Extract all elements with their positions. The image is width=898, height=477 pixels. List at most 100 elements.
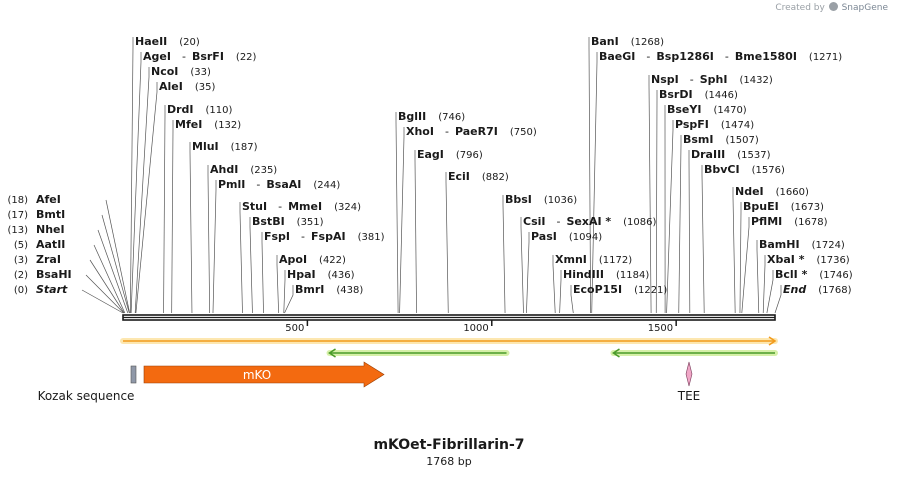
mko-arrow <box>143 361 385 388</box>
site-xmni: XmnI (1172) <box>555 253 632 266</box>
site-leader-haeii <box>130 37 134 314</box>
site-leader-bani <box>588 37 591 314</box>
site-leader-draiii <box>688 150 691 314</box>
site-position: (0) <box>14 285 28 296</box>
site-leader-bpuei <box>739 202 742 314</box>
site-name: PmlI <box>218 178 245 191</box>
site-leader-bstbi <box>249 217 253 314</box>
site-name: HindIII <box>563 268 604 281</box>
site-bamhi: BamHI (1724) <box>759 238 845 251</box>
site-position: (1268) <box>631 37 664 48</box>
site-zrai: (3) ZraI <box>14 253 61 266</box>
site-bmti: (17) BmtI <box>7 208 65 221</box>
site-leader-xmni <box>552 255 556 314</box>
site-mlui: MluI (187) <box>192 140 258 153</box>
site-name: NcoI <box>151 65 178 78</box>
site-position: (436) <box>328 270 355 281</box>
site-name: BsaHI <box>36 268 72 281</box>
site-leader-drdi <box>163 105 166 314</box>
orf-forward-arrowhead <box>768 336 777 346</box>
site-name: XbaI * <box>767 253 805 266</box>
site-position: (882) <box>482 172 509 183</box>
site-leader-bbvci <box>701 165 705 314</box>
site-leader-bcli <box>766 270 774 314</box>
site-name-separator: - <box>646 50 650 63</box>
site-position: (244) <box>313 180 340 191</box>
site-stui-mmei: StuI - MmeI (324) <box>242 200 361 213</box>
site-name-separator: - <box>690 73 694 86</box>
site-drdi: DrdI (110) <box>167 103 233 116</box>
site-alei: AleI (35) <box>159 80 215 93</box>
site-position: (1271) <box>809 52 842 63</box>
site-ecii: EciI (882) <box>448 170 509 183</box>
site-leader-lines <box>81 37 782 314</box>
site-leader-bsrdi <box>655 90 658 314</box>
site-name: AatII <box>36 238 65 251</box>
site-leader-hpai <box>283 270 286 314</box>
site-leader-hindiii <box>559 270 562 314</box>
site-end: End (1768) <box>783 283 852 296</box>
site-bsrdi: BsrDI (1446) <box>659 88 738 101</box>
site-name-separator: - <box>301 230 305 243</box>
site-leader-pasi <box>526 232 530 314</box>
site-ndei: NdeI (1660) <box>735 185 809 198</box>
site-position: (381) <box>358 232 385 243</box>
site-position: (132) <box>214 120 241 131</box>
site-name: XmnI <box>555 253 587 266</box>
site-position: (235) <box>250 165 277 176</box>
site-name: AfeI <box>36 193 61 206</box>
axis-tick-label-500: 500 <box>285 323 304 334</box>
site-name: PspFI <box>675 118 709 131</box>
site-name: FspAI <box>311 230 346 243</box>
site-leader-nspi <box>648 75 652 314</box>
site-apoi: ApoI (422) <box>279 253 346 266</box>
site-name: NdeI <box>735 185 764 198</box>
site-position: (1576) <box>752 165 785 176</box>
site-leader-agei <box>130 52 142 314</box>
site-name: AhdI <box>210 163 238 176</box>
site-afei: (18) AfeI <box>7 193 60 206</box>
site-nhei: (13) NheI <box>7 223 64 236</box>
axis-tick-label-1500: 1500 <box>648 323 673 334</box>
site-position: (796) <box>456 150 483 161</box>
site-position: (17) <box>7 210 28 221</box>
plasmid-title: mKOet-Fibrillarin-7 <box>373 437 525 453</box>
site-leader-zrai <box>89 259 125 314</box>
site-leader-bmri <box>284 285 294 314</box>
site-aatii: (5) AatII <box>14 238 66 251</box>
site-name: NspI <box>651 73 679 86</box>
site-name: BglII <box>398 110 426 123</box>
site-name: StuI <box>242 200 267 213</box>
site-haeii: HaeII (20) <box>135 35 200 48</box>
site-name: BsrFI <box>192 50 224 63</box>
site-pspfi: PspFI (1474) <box>675 118 754 131</box>
site-fspi-fspai: FspI - FspAI (381) <box>264 230 385 243</box>
site-position: (110) <box>206 105 233 116</box>
site-leader-csii <box>520 217 524 314</box>
site-leader-alei <box>135 82 158 314</box>
site-leader-stui <box>239 202 243 314</box>
mko-label: mKO <box>243 368 271 382</box>
site-draiii: DraIII (1537) <box>691 148 771 161</box>
site-leader-pspfi <box>666 120 674 314</box>
site-name: SphI <box>700 73 728 86</box>
site-name: HpaI <box>287 268 316 281</box>
site-name: DrdI <box>167 103 194 116</box>
site-position: (1432) <box>739 75 772 86</box>
site-leader-bsmi <box>678 135 682 314</box>
site-name: BmrI <box>295 283 324 296</box>
site-name-separator: - <box>556 215 560 228</box>
plasmid-length: 1768 bp <box>426 455 472 468</box>
site-position: (20) <box>179 37 200 48</box>
site-position: (1746) <box>819 270 852 281</box>
site-position: (2) <box>14 270 28 281</box>
site-name: EagI <box>417 148 444 161</box>
site-nspi-sphi: NspI - SphI (1432) <box>651 73 773 86</box>
site-name-separator: - <box>182 50 186 63</box>
site-name: Bsp1286I <box>656 50 714 63</box>
site-bani: BanI (1268) <box>591 35 664 48</box>
site-leader-afei <box>105 199 130 314</box>
site-bbvci: BbvCI (1576) <box>704 163 785 176</box>
site-name-separator: - <box>256 178 260 191</box>
tee-label: TEE <box>677 389 701 403</box>
